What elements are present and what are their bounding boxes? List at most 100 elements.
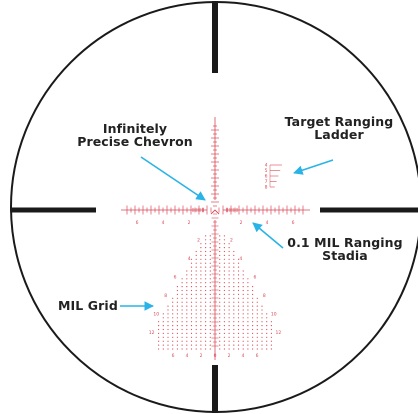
mil-grid-dot: [176, 313, 178, 315]
mil-grid-dot: [219, 247, 221, 249]
mil-grid-dot: [209, 336, 211, 338]
mil-grid-dot: [158, 344, 160, 346]
grid-side-number: 10: [271, 312, 277, 318]
mil-grid-dot: [223, 313, 225, 315]
mil-grid-dot: [195, 270, 197, 272]
mil-grid-dot: [223, 328, 225, 331]
mil-grid-dot: [172, 336, 174, 338]
mil-grid-dot: [219, 282, 221, 284]
mil-grid-dot: [219, 270, 221, 272]
mil-grid-dot: [181, 282, 183, 284]
mil-grid-dot: [242, 328, 244, 331]
mil-grid-dot: [252, 301, 254, 303]
ladder-number: 6: [265, 174, 268, 180]
mil-grid-dot: [228, 340, 230, 342]
mil-grid-dot: [195, 278, 197, 280]
mil-grid-dot: [186, 278, 188, 280]
mil-grid-dot: [256, 309, 258, 311]
mil-grid-dot: [205, 289, 207, 292]
mil-grid-dot: [167, 313, 169, 315]
chevron-callout-line1: Infinitely: [102, 121, 168, 136]
mil-grid-dot: [219, 336, 221, 338]
mil-grid-dot: [219, 348, 221, 350]
mil-grid-dot: [219, 309, 221, 311]
mil-grid-dot: [176, 305, 178, 307]
mil-grid-dot: [200, 313, 202, 315]
mil-grid-dot: [162, 336, 164, 338]
mil-grid-dot: [195, 266, 197, 268]
mil-grid-dot: [223, 270, 225, 272]
mil-grid-dot: [233, 340, 235, 342]
mil-grid-dots: [158, 235, 272, 350]
mil-grid-dot: [209, 325, 211, 327]
mil-grid-dot: [181, 344, 183, 346]
mil-grid-dot: [209, 278, 211, 280]
mil-grid-dot: [247, 289, 249, 292]
ladder-callout-line1: Target Ranging: [284, 114, 394, 129]
mil-grid-dot: [228, 286, 230, 288]
mil-grid-dot: [266, 325, 268, 327]
mil-grid-dot: [242, 321, 244, 323]
mil-grid-dot: [195, 317, 197, 319]
mil-grid-dot: [247, 328, 249, 331]
mil-grid-dot: [261, 348, 263, 350]
mil-grid-dot: [158, 348, 160, 350]
mil-grid-dot: [200, 250, 202, 253]
mil-grid-dot: [223, 258, 225, 260]
mil-grid-dot: [205, 235, 207, 237]
mil-grid-dot: [205, 344, 207, 346]
mil-grid-dot: [195, 262, 197, 264]
mil-grid-dot: [172, 340, 174, 342]
mil-grid-dot: [167, 309, 169, 311]
mil-grid-dot: [233, 325, 235, 327]
mil-grid-dot: [186, 317, 188, 319]
mil-grid-dot: [186, 313, 188, 315]
mil-grid-dot: [209, 235, 211, 237]
mil-grid-dot: [205, 278, 207, 280]
mil-grid-dot: [190, 332, 193, 334]
mil-grid-dot: [252, 305, 254, 307]
mil-grid-dot: [190, 328, 193, 331]
mil-grid-dot: [237, 286, 240, 288]
mil-grid-dot: [219, 254, 221, 256]
crosshair-top-post: [212, 1, 218, 73]
mil-grid-dot: [247, 321, 249, 323]
mil-grid-dot: [266, 340, 268, 342]
mil-grid-dot: [242, 282, 244, 284]
mil-grid-dot: [190, 274, 193, 276]
callout-arrows: [120, 156, 334, 311]
mil-grid-dot: [270, 321, 272, 323]
mil-grid-dot: [205, 274, 207, 276]
mil-grid-dot: [190, 309, 193, 311]
mil-grid-dot: [205, 282, 207, 284]
ladder-callout-line2: Ladder: [314, 127, 364, 142]
mil-grid-dot: [242, 270, 244, 272]
mil-grid-dot: [162, 313, 164, 315]
mil-grid-dot: [200, 297, 202, 299]
mil-grid-dot: [228, 282, 230, 284]
horizontal-number-label: 6: [136, 220, 139, 226]
mil-grid-dot: [176, 293, 178, 295]
mil-grid-dot: [190, 289, 193, 292]
mil-grid-dot: [237, 348, 240, 350]
mil-grid-dot: [200, 262, 202, 264]
mil-grid-dot: [162, 340, 164, 342]
mil-grid-dot: [233, 282, 235, 284]
mil-grid-dot: [186, 325, 188, 327]
mil-grid-dot: [186, 328, 188, 331]
mil-grid-dot: [195, 305, 197, 307]
mil-grid-dot: [223, 286, 225, 288]
mil-grid-dot: [190, 293, 193, 295]
mil-grid-dot: [205, 250, 207, 253]
mil-grid-dot: [228, 293, 230, 295]
mil-grid-dot: [219, 262, 221, 264]
mil-grid-dot: [190, 266, 193, 268]
mil-grid-dot: [219, 325, 221, 327]
horizontal-number-label: 2: [240, 220, 243, 226]
mil-grid-dot: [256, 297, 258, 299]
mil-grid-dot: [233, 309, 235, 311]
mil-grid-dot: [205, 243, 207, 245]
mil-grid-dot: [195, 286, 197, 288]
mil-grid-dot: [205, 321, 207, 323]
